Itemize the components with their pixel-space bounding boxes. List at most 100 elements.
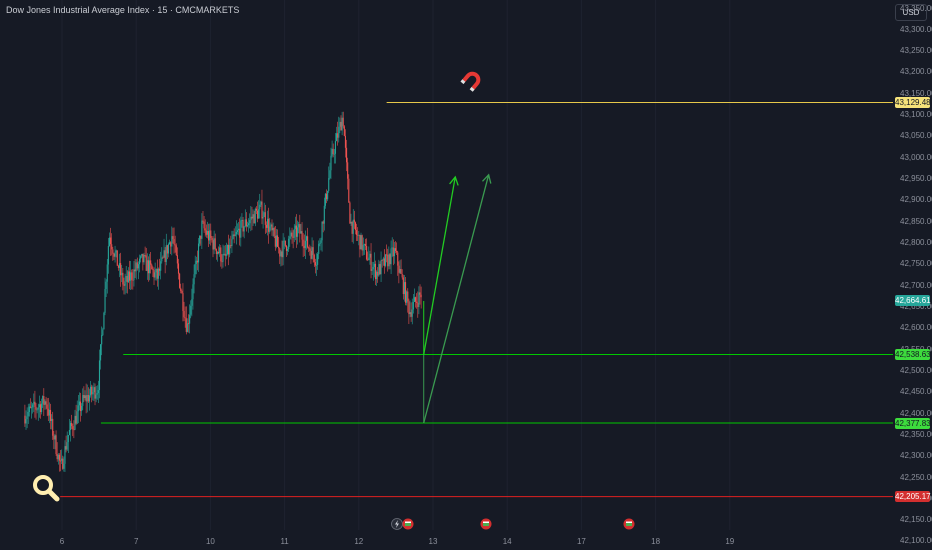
candle-body xyxy=(160,261,162,271)
y-tick-label: 43,100.00 xyxy=(900,110,932,120)
candle-body xyxy=(246,225,249,227)
candle-body xyxy=(166,245,168,254)
candle-body xyxy=(412,301,414,310)
news-flag-icon[interactable] xyxy=(402,518,414,530)
x-tick-label: 10 xyxy=(205,537,215,546)
candle-body xyxy=(420,294,422,298)
candle-body xyxy=(304,240,306,249)
candle-body xyxy=(292,236,294,238)
candle-body xyxy=(253,214,255,224)
y-tick-label: 42,800.00 xyxy=(900,238,932,248)
candle-body xyxy=(101,335,103,345)
candle-body xyxy=(388,254,390,267)
x-tick-label: 18 xyxy=(651,537,661,546)
candle-body xyxy=(173,239,175,245)
candle-body xyxy=(25,419,27,424)
y-tick-label: 42,500.00 xyxy=(900,365,932,375)
candle-body xyxy=(370,253,372,271)
candle-body xyxy=(189,314,191,324)
candle-body xyxy=(243,226,245,232)
candle-body xyxy=(213,238,215,250)
candle-body xyxy=(162,257,164,259)
candle-body xyxy=(203,221,205,229)
y-tick-label: 43,300.00 xyxy=(900,24,932,34)
candle-body xyxy=(72,426,74,430)
candle-body xyxy=(368,257,370,261)
y-tick-label: 42,950.00 xyxy=(900,174,932,184)
candle-body xyxy=(134,269,136,272)
candle-body xyxy=(291,232,293,237)
news-flag-icon[interactable] xyxy=(623,518,635,530)
candle-body xyxy=(239,228,241,238)
candle-body xyxy=(308,247,310,249)
candle-body xyxy=(88,395,91,402)
candle-body xyxy=(177,263,180,274)
candle-body xyxy=(410,312,412,317)
candle-body xyxy=(90,386,92,396)
candle-body xyxy=(320,240,322,243)
candle-body xyxy=(174,244,176,246)
candle-body xyxy=(282,241,284,258)
candle-body xyxy=(245,219,247,227)
y-tick-label: 42,250.00 xyxy=(900,472,932,482)
candle-body xyxy=(45,401,47,405)
candle-body xyxy=(361,235,363,251)
level-price-label: 42,205.17 xyxy=(895,491,931,503)
candle-body xyxy=(83,395,85,399)
magnet-icon[interactable] xyxy=(460,66,486,92)
candle-body xyxy=(51,418,53,421)
candle-body xyxy=(349,202,351,224)
candle-body xyxy=(24,415,26,424)
candle-body xyxy=(342,117,344,127)
candle-body xyxy=(288,238,290,250)
candle-body xyxy=(353,219,355,223)
candle-body xyxy=(307,236,309,248)
candle-body xyxy=(59,460,62,462)
candle-body xyxy=(97,390,99,394)
candle-body xyxy=(232,234,234,240)
candle-body xyxy=(297,227,299,237)
candle-body xyxy=(337,133,339,138)
candle-body xyxy=(124,281,126,286)
x-tick-label: 7 xyxy=(133,537,139,546)
candle-body xyxy=(314,262,316,266)
candle-body xyxy=(207,231,210,241)
candle-body xyxy=(53,435,55,440)
candle-body xyxy=(402,277,404,295)
candle-body xyxy=(216,251,218,255)
candle-body xyxy=(281,251,283,258)
candle-body xyxy=(69,422,72,430)
candle-body xyxy=(413,297,415,302)
candle-body xyxy=(37,407,39,410)
candle-body xyxy=(376,271,378,280)
candle-body xyxy=(323,205,325,224)
candle-body xyxy=(275,235,277,247)
x-tick-label: 14 xyxy=(502,537,512,546)
projection-arrow xyxy=(423,176,456,355)
x-tick-label: 12 xyxy=(354,537,364,546)
candle-body xyxy=(295,225,298,237)
y-tick-label: 42,600.00 xyxy=(900,323,932,333)
search-icon[interactable] xyxy=(31,473,61,503)
candle-body xyxy=(65,446,67,450)
candle-body xyxy=(269,226,271,232)
candle-body xyxy=(300,231,302,234)
candle-body xyxy=(73,429,75,431)
candle-body xyxy=(244,219,246,227)
news-flag-icon[interactable] xyxy=(480,518,492,530)
candle-body xyxy=(373,263,375,267)
candle-body xyxy=(150,260,152,265)
candle-body xyxy=(149,260,151,274)
candle-body xyxy=(114,252,116,257)
candle-body xyxy=(155,268,157,273)
y-tick-label: 43,250.00 xyxy=(900,46,932,56)
candle-body xyxy=(58,454,60,461)
currency-button[interactable]: USD xyxy=(895,4,927,21)
candle-body xyxy=(77,405,79,412)
candle-body xyxy=(210,230,212,238)
candle-body xyxy=(202,220,204,222)
candle-body xyxy=(98,360,101,391)
candle-body xyxy=(379,264,381,275)
